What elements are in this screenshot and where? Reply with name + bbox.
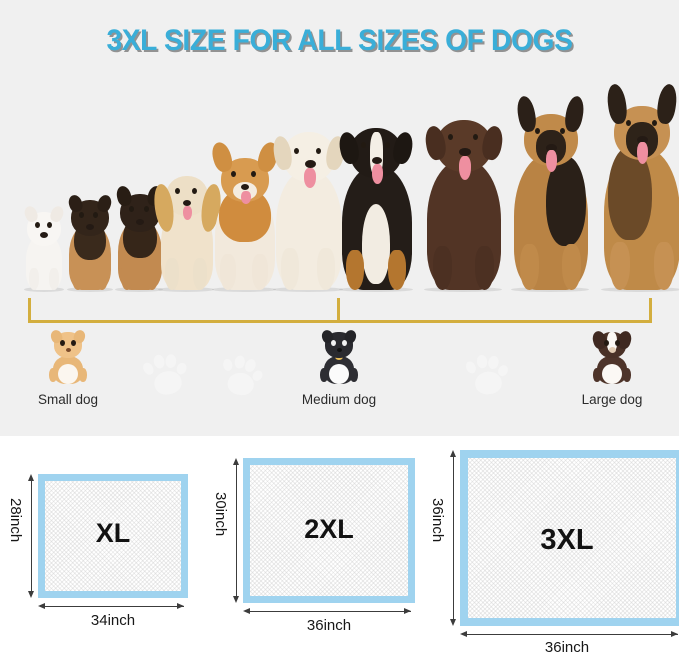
pad-height-label: 36inch <box>429 498 446 543</box>
small-dog-icon <box>46 328 90 388</box>
dimension-arrow-right <box>404 607 411 614</box>
pad-width-label: 36inch <box>544 639 590 656</box>
dog-cocker-spaniel <box>151 145 224 292</box>
dog-german-shepherd <box>502 76 598 292</box>
dog-chocolate-labrador <box>415 86 511 292</box>
pad-width-label: 36inch <box>306 617 352 634</box>
dimension-arrow-right <box>177 602 184 609</box>
bracket-line <box>28 320 652 323</box>
dimension-arrow-up <box>27 474 34 481</box>
page-title: 3XL SIZE FOR ALL SIZES OF DOGS <box>106 24 573 57</box>
dimension-arrow-down <box>232 596 239 603</box>
size-group-label: Medium dog <box>301 392 377 407</box>
size-group-large: Large dog <box>552 329 672 407</box>
pad-size-name: XL <box>95 518 131 548</box>
dog-bernese-mountain <box>330 94 422 292</box>
dog-shepherd-puppy <box>62 180 118 292</box>
pad-width-dimension-line <box>464 634 678 635</box>
size-group-label: Large dog <box>581 392 643 407</box>
pad-shape <box>460 450 679 626</box>
dimension-arrow-left <box>243 607 250 614</box>
size-group-medium: Medium dog <box>279 328 399 407</box>
pad-height-label: 28inch <box>7 498 24 543</box>
dog-size-panel: 3XL SIZE FOR ALL SIZES OF DOGS <box>0 0 679 436</box>
dimension-arrow-up <box>232 458 239 465</box>
dimension-arrow-down <box>449 619 456 626</box>
dimension-arrow-right <box>671 630 678 637</box>
pad-width-dimension-line <box>42 606 184 607</box>
pad-diagram-2xl: 2XL 30inch 36inch <box>212 436 430 659</box>
dimension-arrow-left <box>38 602 45 609</box>
bracket-tick-middle <box>337 298 340 323</box>
dog-corgi <box>205 125 283 292</box>
pad-shape <box>38 474 188 598</box>
pad-shape <box>243 458 415 603</box>
pad-size-panel: XL 28inch 34inch 2XL 30inch 36inch <box>0 436 679 659</box>
pad-size-name: 2XL <box>304 514 354 544</box>
pad-height-dimension-line <box>236 462 237 599</box>
medium-dog-icon <box>317 328 361 388</box>
size-group-label: Small dog <box>37 392 99 407</box>
pad-size-name: 3XL <box>540 524 594 556</box>
bracket-tick-left <box>28 298 31 323</box>
dimension-arrow-left <box>460 630 467 637</box>
dog-shepherd-puppy <box>110 172 168 292</box>
dimension-arrow-up <box>449 450 456 457</box>
dimension-arrow-down <box>27 591 34 598</box>
dog-golden-retriever <box>265 98 351 292</box>
size-range-bracket <box>0 296 679 324</box>
dog-lineup-photo <box>0 60 679 292</box>
dog-german-shepherd <box>592 64 679 292</box>
pad-width-label: 34inch <box>90 612 136 629</box>
pad-height-dimension-line <box>453 454 454 622</box>
pad-diagram-xl: XL 28inch 34inch <box>0 436 215 659</box>
pad-height-label: 30inch <box>212 492 229 537</box>
pad-height-dimension-line <box>31 478 32 594</box>
bracket-tick-right <box>649 298 652 323</box>
pad-diagram-3xl: 3XL 36inch 36inch <box>429 436 679 659</box>
dog-white-puppy <box>20 198 68 292</box>
size-group-small: Small dog <box>8 328 128 407</box>
large-dog-icon <box>590 329 634 388</box>
pad-width-dimension-line <box>247 611 411 612</box>
